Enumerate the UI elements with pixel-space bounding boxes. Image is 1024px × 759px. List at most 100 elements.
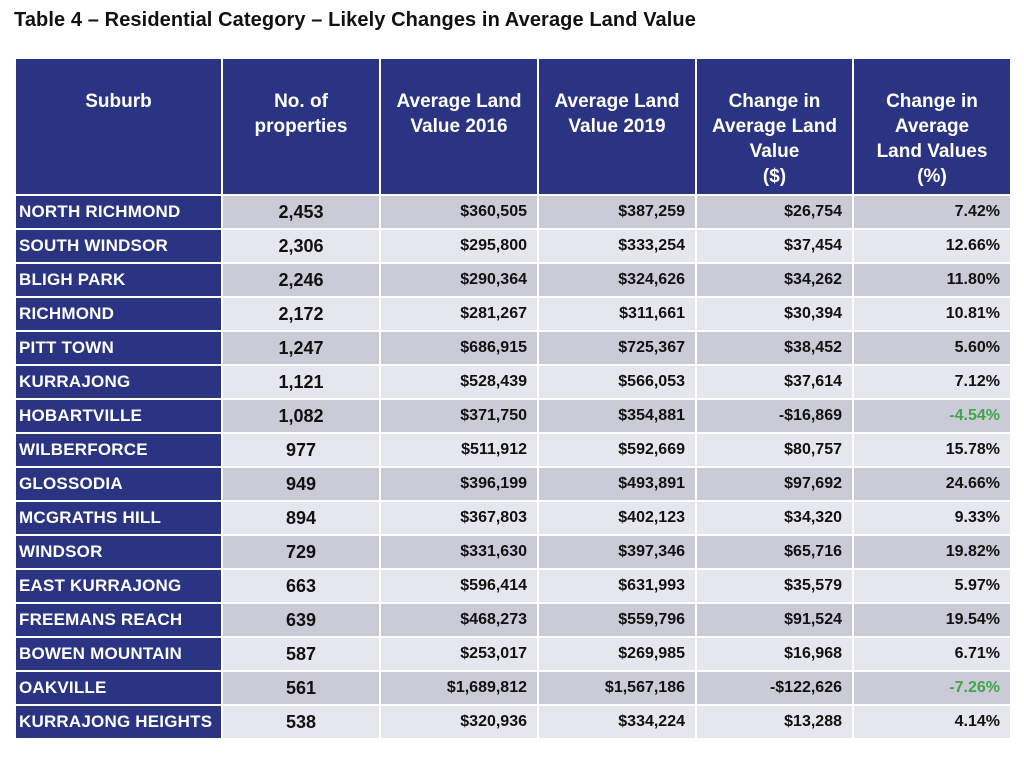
properties-cell: 1,082 bbox=[221, 398, 381, 434]
change-dollar-cell: -$16,869 bbox=[695, 398, 854, 434]
properties-cell: 949 bbox=[221, 466, 381, 502]
suburb-cell: OAKVILLE bbox=[14, 670, 223, 706]
properties-cell: 538 bbox=[221, 704, 381, 740]
avg-2019-cell: $592,669 bbox=[537, 432, 697, 468]
avg-2019-cell: $269,985 bbox=[537, 636, 697, 672]
table-row: BOWEN MOUNTAIN 587 $253,017 $269,985 $16… bbox=[14, 636, 1012, 672]
suburb-cell: EAST KURRAJONG bbox=[14, 568, 223, 604]
avg-2016-cell: $281,267 bbox=[379, 296, 539, 332]
header-change-dollar-line: Value bbox=[749, 141, 800, 162]
avg-2019-cell: $387,259 bbox=[537, 194, 697, 230]
avg-2019-cell: $311,661 bbox=[537, 296, 697, 332]
header-change-pct-line: Average bbox=[894, 116, 970, 137]
table-row: MCGRATHS HILL 894 $367,803 $402,123 $34,… bbox=[14, 500, 1012, 536]
table-row: WINDSOR 729 $331,630 $397,346 $65,716 19… bbox=[14, 534, 1012, 570]
change-dollar-cell: $34,262 bbox=[695, 262, 854, 298]
suburb-cell: WILBERFORCE bbox=[14, 432, 223, 468]
header-properties: No. of properties bbox=[221, 57, 381, 196]
avg-2016-cell: $253,017 bbox=[379, 636, 539, 672]
change-pct-cell: 15.78% bbox=[852, 432, 1012, 468]
suburb-cell: HOBARTVILLE bbox=[14, 398, 223, 434]
header-suburb: Suburb bbox=[14, 57, 223, 196]
suburb-cell: MCGRATHS HILL bbox=[14, 500, 223, 536]
change-dollar-cell: $16,968 bbox=[695, 636, 854, 672]
header-change-pct-line: Land Values bbox=[876, 141, 988, 162]
table-row: NORTH RICHMOND 2,453 $360,505 $387,259 $… bbox=[14, 194, 1012, 230]
avg-2019-cell: $397,346 bbox=[537, 534, 697, 570]
change-pct-cell: 19.82% bbox=[852, 534, 1012, 570]
avg-2016-cell: $367,803 bbox=[379, 500, 539, 536]
table-row: PITT TOWN 1,247 $686,915 $725,367 $38,45… bbox=[14, 330, 1012, 366]
header-properties-line: properties bbox=[254, 116, 348, 137]
header-change-pct: Change in Average Land Values (%) bbox=[852, 57, 1012, 196]
table-body: NORTH RICHMOND 2,453 $360,505 $387,259 $… bbox=[14, 194, 1012, 740]
avg-2019-cell: $725,367 bbox=[537, 330, 697, 366]
change-pct-cell: 4.14% bbox=[852, 704, 1012, 740]
change-pct-cell: 7.12% bbox=[852, 364, 1012, 400]
avg-2019-cell: $559,796 bbox=[537, 602, 697, 638]
change-pct-cell: -7.26% bbox=[852, 670, 1012, 706]
header-avg-2019-line: Average Land bbox=[554, 91, 680, 112]
table-row: HOBARTVILLE 1,082 $371,750 $354,881 -$16… bbox=[14, 398, 1012, 434]
change-dollar-cell: $13,288 bbox=[695, 704, 854, 740]
avg-2019-cell: $1,567,186 bbox=[537, 670, 697, 706]
properties-cell: 561 bbox=[221, 670, 381, 706]
avg-2019-cell: $354,881 bbox=[537, 398, 697, 434]
change-dollar-cell: $65,716 bbox=[695, 534, 854, 570]
change-pct-cell: 19.54% bbox=[852, 602, 1012, 638]
header-change-dollar-line: ($) bbox=[762, 166, 787, 187]
avg-2016-cell: $290,364 bbox=[379, 262, 539, 298]
properties-cell: 587 bbox=[221, 636, 381, 672]
table-row: GLOSSODIA 949 $396,199 $493,891 $97,692 … bbox=[14, 466, 1012, 502]
header-change-dollar-line: Average Land bbox=[712, 116, 837, 137]
header-avg-2016: Average Land Value 2016 bbox=[379, 57, 539, 196]
change-pct-cell: 24.66% bbox=[852, 466, 1012, 502]
properties-cell: 894 bbox=[221, 500, 381, 536]
avg-2016-cell: $468,273 bbox=[379, 602, 539, 638]
table-title: Table 4 – Residential Category – Likely … bbox=[14, 9, 696, 31]
header-change-pct-line: Change in bbox=[886, 91, 978, 112]
change-dollar-cell: $38,452 bbox=[695, 330, 854, 366]
suburb-cell: SOUTH WINDSOR bbox=[14, 228, 223, 264]
properties-cell: 2,246 bbox=[221, 262, 381, 298]
avg-2016-cell: $331,630 bbox=[379, 534, 539, 570]
change-pct-cell: 5.97% bbox=[852, 568, 1012, 604]
suburb-cell: RICHMOND bbox=[14, 296, 223, 332]
avg-2016-cell: $320,936 bbox=[379, 704, 539, 740]
change-pct-cell: 12.66% bbox=[852, 228, 1012, 264]
avg-2019-cell: $493,891 bbox=[537, 466, 697, 502]
suburb-cell: KURRAJONG HEIGHTS bbox=[14, 704, 223, 740]
avg-2019-cell: $402,123 bbox=[537, 500, 697, 536]
change-pct-cell: 9.33% bbox=[852, 500, 1012, 536]
suburb-cell: WINDSOR bbox=[14, 534, 223, 570]
suburb-cell: NORTH RICHMOND bbox=[14, 194, 223, 230]
avg-2016-cell: $511,912 bbox=[379, 432, 539, 468]
suburb-cell: GLOSSODIA bbox=[14, 466, 223, 502]
change-dollar-cell: $30,394 bbox=[695, 296, 854, 332]
table-row: OAKVILLE 561 $1,689,812 $1,567,186 -$122… bbox=[14, 670, 1012, 706]
avg-2016-cell: $686,915 bbox=[379, 330, 539, 366]
change-dollar-cell: $37,454 bbox=[695, 228, 854, 264]
avg-2016-cell: $360,505 bbox=[379, 194, 539, 230]
change-dollar-cell: -$122,626 bbox=[695, 670, 854, 706]
header-avg-2019-line: Value 2019 bbox=[568, 116, 666, 137]
header-change-pct-line: (%) bbox=[917, 166, 947, 187]
avg-2019-cell: $334,224 bbox=[537, 704, 697, 740]
properties-cell: 663 bbox=[221, 568, 381, 604]
avg-2016-cell: $396,199 bbox=[379, 466, 539, 502]
change-pct-cell: 11.80% bbox=[852, 262, 1012, 298]
change-pct-cell: 10.81% bbox=[852, 296, 1012, 332]
table-row: RICHMOND 2,172 $281,267 $311,661 $30,394… bbox=[14, 296, 1012, 332]
avg-2016-cell: $596,414 bbox=[379, 568, 539, 604]
suburb-cell: BLIGH PARK bbox=[14, 262, 223, 298]
change-pct-cell: 5.60% bbox=[852, 330, 1012, 366]
table-row: FREEMANS REACH 639 $468,273 $559,796 $91… bbox=[14, 602, 1012, 638]
change-dollar-cell: $34,320 bbox=[695, 500, 854, 536]
suburb-cell: PITT TOWN bbox=[14, 330, 223, 366]
table-row: BLIGH PARK 2,246 $290,364 $324,626 $34,2… bbox=[14, 262, 1012, 298]
header-avg-2019: Average Land Value 2019 bbox=[537, 57, 697, 196]
properties-cell: 1,121 bbox=[221, 364, 381, 400]
avg-2016-cell: $295,800 bbox=[379, 228, 539, 264]
table-row: SOUTH WINDSOR 2,306 $295,800 $333,254 $3… bbox=[14, 228, 1012, 264]
properties-cell: 2,306 bbox=[221, 228, 381, 264]
